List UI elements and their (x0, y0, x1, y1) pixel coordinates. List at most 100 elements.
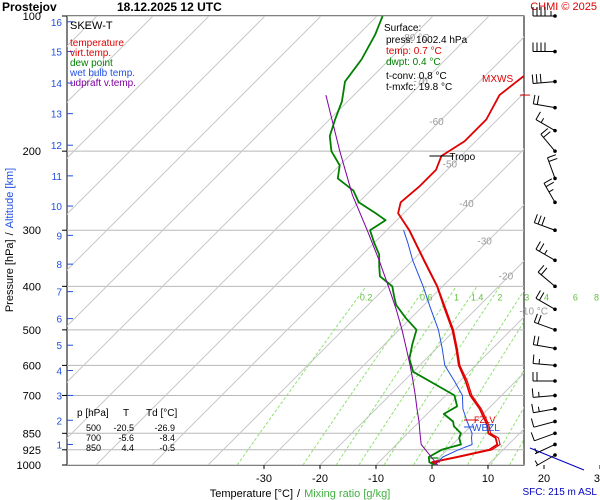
wind-barb-flag (531, 403, 534, 413)
wind-barb (532, 7, 557, 18)
wind-barb (531, 388, 557, 398)
wind-barb-station (553, 407, 557, 411)
altitude-tick-label: 6 (56, 315, 62, 326)
wind-barb (530, 431, 557, 442)
mixing-ratio-line (556, 286, 600, 465)
value-table: p [hPa] T Td [°C] 500 -20.5 -26.9 700 -5… (77, 408, 177, 453)
wind-barb (540, 128, 557, 153)
wind-barb-station (553, 49, 557, 54)
wind-barb-flag (537, 315, 542, 324)
altitude-tick-label: 13 (51, 110, 63, 121)
altitude-tick-label: 1 (56, 440, 62, 451)
surface-press: press: 1002.4 hPa (386, 35, 468, 46)
wind-barb (535, 111, 557, 133)
mxws-label: MXWS (482, 74, 513, 85)
wind-barb-station (553, 363, 557, 368)
wind-barb-staff (534, 432, 556, 442)
wind-barb-station (553, 453, 557, 457)
wind-barb-staff (534, 444, 556, 455)
wind-barb-station (553, 105, 557, 110)
wind-barb-flag (533, 214, 538, 223)
table-cell: -8.4 (159, 433, 175, 443)
wind-barb-staff (533, 394, 556, 398)
wind-barb-staff (540, 133, 556, 152)
wind-barb-staff (533, 103, 556, 109)
altitude-tick-label: 7 (56, 288, 62, 299)
wind-barb-flag (535, 111, 541, 120)
pressure-tick-label: 1000 (17, 460, 41, 472)
mixing-ratio-label: 3 (524, 292, 529, 302)
isotherm-line (263, 204, 524, 465)
wind-barb-flag (548, 157, 558, 162)
series-line-wet-bulb-temp- (403, 230, 473, 465)
temperature-tick-label: 0 (429, 473, 435, 485)
mixing-ratio-label: 8 (594, 292, 599, 302)
wind-barb-station (553, 228, 557, 233)
wind-barb-station (553, 419, 557, 424)
isotherm-line (67, 16, 322, 271)
wind-barb-flag (535, 74, 538, 84)
wind-barb-staff (533, 344, 556, 349)
isotherm-line (95, 36, 524, 465)
wind-barb (531, 403, 557, 414)
wind-barb (532, 371, 557, 383)
wind-barb-station (553, 176, 557, 181)
isotherm-line (375, 316, 524, 465)
wind-barb-half (540, 118, 545, 123)
legend: SKEW-T temperature virt.temp. dew point … (69, 20, 136, 89)
altitude-tick-label: 4 (56, 367, 62, 378)
wind-barb-station (553, 258, 557, 263)
altitude-tick-label: 16 (51, 18, 63, 29)
wind-barb-flag (530, 432, 535, 442)
sfc-pointer-line (529, 447, 585, 471)
wind-barb-flag (543, 131, 551, 138)
wind-barb-station (553, 307, 557, 312)
wind-barb-flag (531, 388, 534, 398)
sounding-datetime: 18.12.2025 12 UTC (117, 0, 222, 14)
isotherm-label: -30 (477, 237, 492, 248)
altitude-tick-label: 14 (51, 79, 63, 90)
wind-barb-half (537, 406, 540, 412)
wind-barb-flag (530, 418, 535, 428)
pressure-tick-label: 400 (23, 281, 41, 293)
isotherm-line (67, 16, 154, 103)
table-header-p: p [hPa] (77, 408, 109, 419)
wind-barb-flag (540, 267, 548, 276)
legend-updraft: udpraft v.temp. (70, 78, 136, 89)
isotherm-line (67, 16, 266, 215)
wind-barb-staff (533, 362, 556, 366)
wind-barb-flag (537, 264, 545, 273)
wind-barb-flag (538, 292, 545, 301)
wind-barb-flag (536, 336, 540, 346)
table-cell: 500 (86, 423, 101, 433)
wind-barb (535, 241, 557, 263)
wind-barb-station (553, 200, 557, 205)
mixing-ratio-label: 2 (497, 292, 502, 302)
wind-barb-half (544, 249, 548, 255)
wind-barb (547, 154, 558, 181)
series-line-udpraft-v-temp- (325, 94, 438, 465)
wind-barb-flag (533, 313, 538, 323)
surface-tmxfc: t-mxfc: 19.8 °C (386, 82, 452, 93)
surface-tconv: t-conv: 0.8 °C (386, 71, 447, 82)
surface-title: Surface: (384, 23, 421, 34)
altitude-tick-label: 15 (51, 48, 63, 59)
table-cell: -5.6 (118, 433, 134, 443)
altitude-tick-label: 8 (56, 260, 62, 271)
mixing-ratio-line (383, 286, 501, 465)
wind-barb-staff (533, 408, 556, 414)
wind-barb (533, 313, 557, 332)
wind-barb-flag (540, 128, 549, 135)
temperature-tick-label: 10 (482, 473, 494, 485)
wind-barb-staff (535, 297, 556, 310)
altitude-tick-label: 9 (56, 231, 62, 242)
level-markers: FZLV WBZL (464, 415, 500, 434)
wind-barb-station (553, 284, 557, 289)
legend-temperature: temperature (70, 38, 124, 49)
isotherm-label: -60 (429, 117, 444, 128)
wind-barb-station (553, 79, 557, 84)
altitude-tick-label: 10 (51, 202, 63, 213)
wind-barb-station (553, 442, 557, 447)
